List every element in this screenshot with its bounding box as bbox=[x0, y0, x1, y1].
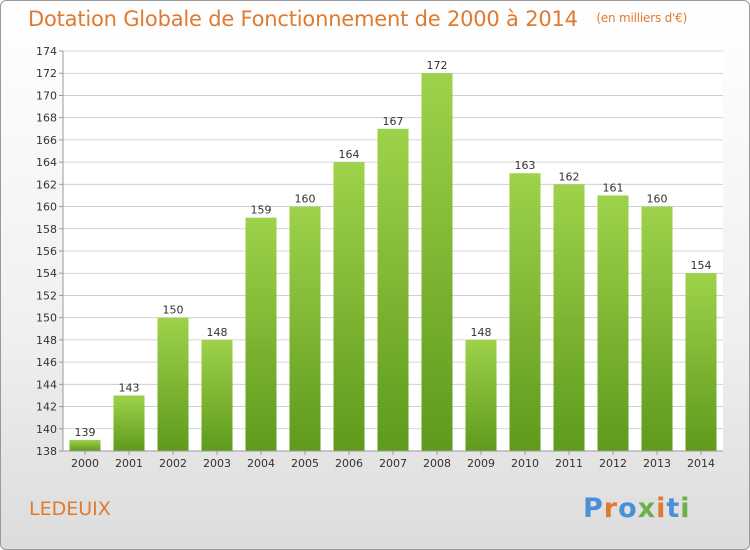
y-tick-label: 146 bbox=[36, 356, 57, 369]
bar-2007 bbox=[377, 128, 409, 451]
x-tick-label-2011: 2011 bbox=[555, 457, 583, 470]
y-tick-label: 162 bbox=[36, 178, 57, 191]
x-tick-label-2014: 2014 bbox=[687, 457, 715, 470]
x-tick-label-2004: 2004 bbox=[247, 457, 275, 470]
data-label-2009: 148 bbox=[471, 326, 492, 339]
logo-letter: i bbox=[656, 493, 667, 524]
bar-2005 bbox=[289, 206, 321, 451]
x-tick-label-2013: 2013 bbox=[643, 457, 671, 470]
x-tick-label-2001: 2001 bbox=[115, 457, 143, 470]
logo-letter: x bbox=[637, 493, 657, 524]
title-text: Dotation Globale de Fonctionnement de 20… bbox=[28, 7, 578, 31]
data-label-2003: 148 bbox=[207, 326, 228, 339]
y-tick-label: 168 bbox=[36, 112, 57, 125]
x-tick-label-2005: 2005 bbox=[291, 457, 319, 470]
y-tick-label: 142 bbox=[36, 401, 57, 414]
data-label-2005: 160 bbox=[295, 193, 316, 206]
proxiti-logo: Proxiti bbox=[583, 493, 691, 524]
logo-letter: t bbox=[666, 493, 681, 524]
bar-2003 bbox=[201, 339, 233, 451]
y-tick-label: 160 bbox=[36, 201, 57, 214]
y-tick-label: 140 bbox=[36, 423, 57, 436]
bar-2002 bbox=[157, 317, 189, 451]
data-label-2007: 167 bbox=[383, 115, 404, 128]
x-tick-labels: 2000 2001 2002 2003 2004 2005 2006 2007 2008 2009… bbox=[71, 451, 715, 470]
y-tick-label: 150 bbox=[36, 312, 57, 325]
data-label-2008: 172 bbox=[427, 59, 448, 72]
y-tick-label: 166 bbox=[36, 134, 57, 147]
y-tick-label: 138 bbox=[36, 445, 57, 458]
x-tick-label-2007: 2007 bbox=[379, 457, 407, 470]
data-label-2001: 143 bbox=[119, 381, 140, 394]
y-tick-label: 152 bbox=[36, 289, 57, 302]
logo-letter: P bbox=[583, 493, 604, 524]
data-label-2012: 161 bbox=[603, 181, 624, 194]
y-tick-label: 148 bbox=[36, 334, 57, 347]
x-tick-label-2000: 2000 bbox=[71, 457, 99, 470]
data-label-2004: 159 bbox=[251, 204, 272, 217]
bar-2009 bbox=[465, 339, 497, 451]
bars: 139 143 150 148 159 160 164 167 172 148 163 162 161 1… bbox=[69, 59, 717, 452]
x-tick-label-2010: 2010 bbox=[511, 457, 539, 470]
logo-letter: o bbox=[618, 493, 638, 524]
data-label-2000: 139 bbox=[75, 426, 96, 439]
data-label-2010: 163 bbox=[515, 159, 536, 172]
y-tick-label: 170 bbox=[36, 89, 57, 102]
bar-2013 bbox=[641, 206, 673, 451]
y-tick-label: 174 bbox=[36, 45, 57, 58]
bar-2000 bbox=[69, 439, 101, 451]
chart-title: Dotation Globale de Fonctionnement de 20… bbox=[28, 7, 687, 31]
x-tick-label-2012: 2012 bbox=[599, 457, 627, 470]
bar-2001 bbox=[113, 395, 145, 451]
y-tick-label: 164 bbox=[36, 156, 57, 169]
bar-2006 bbox=[333, 162, 365, 451]
commune-name: LEDEUIX bbox=[29, 498, 111, 520]
bar-2012 bbox=[597, 195, 629, 451]
data-label-2011: 162 bbox=[559, 170, 580, 183]
title-unit: (en milliers d'€) bbox=[596, 11, 688, 25]
bar-2008 bbox=[421, 73, 453, 451]
data-label-2002: 150 bbox=[163, 304, 184, 317]
x-tick-label-2009: 2009 bbox=[467, 457, 495, 470]
y-tick-label: 144 bbox=[36, 378, 57, 391]
y-tick-label: 158 bbox=[36, 223, 57, 236]
bar-2014 bbox=[685, 273, 717, 451]
data-label-2013: 160 bbox=[647, 193, 668, 206]
x-tick-label-2006: 2006 bbox=[335, 457, 363, 470]
x-tick-label-2008: 2008 bbox=[423, 457, 451, 470]
data-label-2014: 154 bbox=[691, 259, 712, 272]
x-tick-label-2003: 2003 bbox=[203, 457, 231, 470]
y-tick-label: 154 bbox=[36, 267, 57, 280]
bar-2011 bbox=[553, 184, 585, 452]
y-tick-labels: 138 140 142 144 146 148 150 152 154 156 158 160 162 1… bbox=[36, 45, 63, 458]
logo-letter: r bbox=[603, 493, 619, 524]
y-tick-label: 172 bbox=[36, 67, 57, 80]
data-label-2006: 164 bbox=[339, 148, 360, 161]
logo-letter: i bbox=[680, 493, 691, 524]
bar-2004 bbox=[245, 217, 277, 451]
bar-2010 bbox=[509, 173, 541, 451]
x-tick-label-2002: 2002 bbox=[159, 457, 187, 470]
y-tick-label: 156 bbox=[36, 245, 57, 258]
